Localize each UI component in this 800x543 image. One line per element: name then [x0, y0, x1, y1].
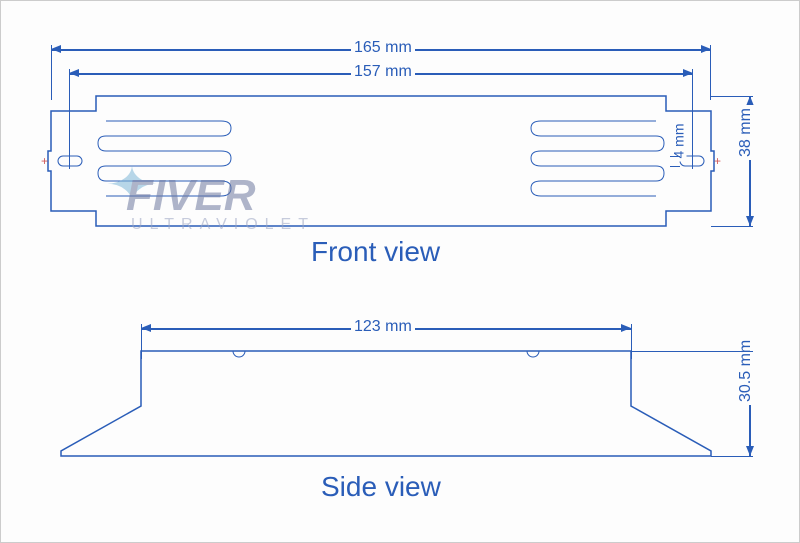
dim-157-label: 157 mm [351, 63, 415, 81]
dim-38-arrow-d [746, 216, 754, 226]
front-view: 165 mm 157 mm [51, 41, 751, 301]
side-view-label: Side view [321, 471, 441, 503]
plus-mark-left: + [41, 154, 48, 168]
front-view-label: Front view [311, 236, 440, 268]
dim-123-arrow-r [621, 324, 631, 332]
dim-157-arrow-l [69, 69, 79, 77]
dim-38-label: 38 mm [737, 105, 755, 160]
dim-305-label: 30.5 mm [737, 337, 755, 405]
side-view: 123 mm 30.5 mm Side view [61, 316, 761, 536]
dim-305-arrow-d [746, 446, 754, 456]
dim-123-arrow-l [141, 324, 151, 332]
dim-165-label: 165 mm [351, 39, 415, 57]
dim-165-arrow-l [51, 45, 61, 53]
side-body-outline [61, 351, 721, 461]
front-body-outline [51, 96, 711, 236]
plus-mark-right: + [714, 154, 721, 168]
dim-123-label: 123 mm [351, 318, 415, 336]
